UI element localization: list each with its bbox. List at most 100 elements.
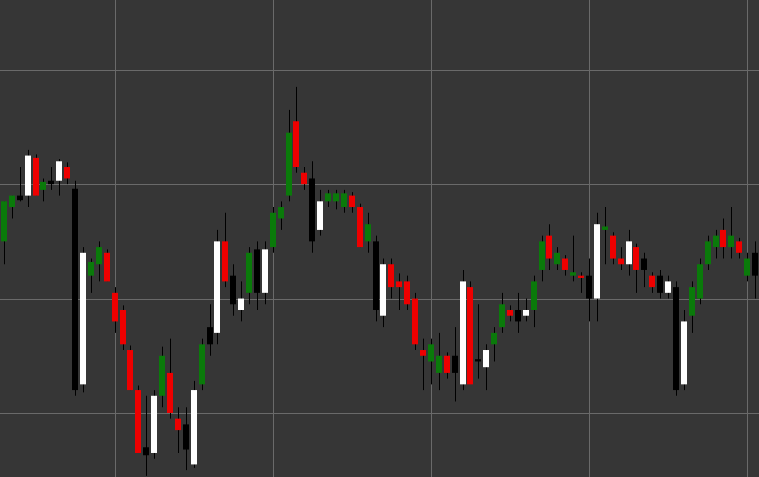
candle-body <box>523 309 529 316</box>
candle-51 <box>396 273 402 310</box>
candle-body <box>586 275 592 299</box>
candle-body <box>309 178 315 242</box>
candle-77 <box>602 207 608 265</box>
candle-4 <box>25 149 31 208</box>
candle-body <box>728 235 734 248</box>
candle-6 <box>40 178 46 202</box>
candle-body <box>96 247 102 265</box>
candle-34 <box>262 241 268 305</box>
candle-body <box>594 224 600 299</box>
candle-65 <box>507 305 513 322</box>
candle-body <box>222 241 228 282</box>
candle-91 <box>713 229 719 259</box>
candle-body <box>33 157 39 196</box>
candle-66 <box>515 292 521 333</box>
candle-63 <box>491 327 497 362</box>
candle-82 <box>641 252 647 288</box>
candle-body <box>452 355 458 373</box>
candle-11 <box>80 247 86 393</box>
candle-body <box>444 355 450 373</box>
candle-29 <box>222 212 228 288</box>
candle-35 <box>270 207 276 253</box>
candle-body <box>199 344 205 385</box>
candle-56 <box>436 332 442 391</box>
candle-body <box>641 258 647 270</box>
candle-57 <box>444 352 450 379</box>
candle-body <box>578 275 584 278</box>
candle-19 <box>143 395 149 476</box>
candle-body <box>262 249 268 293</box>
candle-body <box>562 258 568 270</box>
candle-54 <box>420 338 426 391</box>
candle-body <box>483 350 489 368</box>
candle-95 <box>744 252 750 282</box>
candle-52 <box>404 275 410 310</box>
candle-body <box>460 281 466 385</box>
candle-69 <box>539 235 545 282</box>
candle-32 <box>246 247 252 305</box>
candle-body <box>752 252 758 276</box>
candle-body <box>1 201 7 242</box>
candle-16 <box>120 305 126 351</box>
candle-9 <box>64 162 70 185</box>
candle-body <box>9 195 15 208</box>
candle-body <box>88 261 94 276</box>
candle-3 <box>17 167 23 202</box>
candle-body <box>56 161 62 181</box>
candle-85 <box>665 275 671 299</box>
candle-body <box>246 252 252 293</box>
candle-5 <box>33 154 39 196</box>
candles <box>1 86 758 476</box>
candle-79 <box>618 247 624 270</box>
candle-60 <box>467 281 473 385</box>
candle-body <box>554 252 560 265</box>
candle-42 <box>325 189 331 208</box>
candle-61 <box>475 304 481 379</box>
candle-body <box>633 247 639 270</box>
candle-body <box>143 447 149 456</box>
candle-78 <box>610 232 616 265</box>
candle-body <box>167 372 173 413</box>
candle-15 <box>112 287 118 333</box>
candle-72 <box>562 255 568 276</box>
candle-body <box>404 281 410 305</box>
candle-67 <box>523 298 529 322</box>
candle-body <box>546 235 552 259</box>
candle-23 <box>175 407 181 453</box>
candle-53 <box>412 292 418 351</box>
candle-68 <box>531 275 537 328</box>
candle-14 <box>104 249 110 282</box>
candle-body <box>17 195 23 201</box>
candle-body <box>112 292 118 322</box>
candle-90 <box>705 235 711 270</box>
candle-body <box>64 167 70 179</box>
candle-body <box>689 287 695 316</box>
candle-75 <box>586 258 592 322</box>
candle-18 <box>135 385 141 453</box>
candle-10 <box>72 180 78 396</box>
candle-59 <box>460 269 466 391</box>
candle-70 <box>546 224 552 270</box>
candle-body <box>135 390 141 453</box>
candle-body <box>214 241 220 333</box>
candle-74 <box>578 272 584 293</box>
candle-44 <box>341 189 347 213</box>
candle-body <box>293 121 299 168</box>
candle-40 <box>309 161 315 253</box>
candle-body <box>491 332 497 345</box>
candle-17 <box>127 345 133 391</box>
candle-84 <box>657 269 663 299</box>
candle-body <box>570 272 576 276</box>
candle-87 <box>681 309 687 391</box>
candle-94 <box>736 237 742 259</box>
candle-body <box>238 298 244 310</box>
candle-body <box>744 258 750 276</box>
candle-body <box>286 132 292 196</box>
candle-body <box>420 350 426 356</box>
candle-46 <box>357 203 363 248</box>
candle-body <box>428 344 434 362</box>
candle-86 <box>673 281 679 396</box>
candle-body <box>665 281 671 293</box>
